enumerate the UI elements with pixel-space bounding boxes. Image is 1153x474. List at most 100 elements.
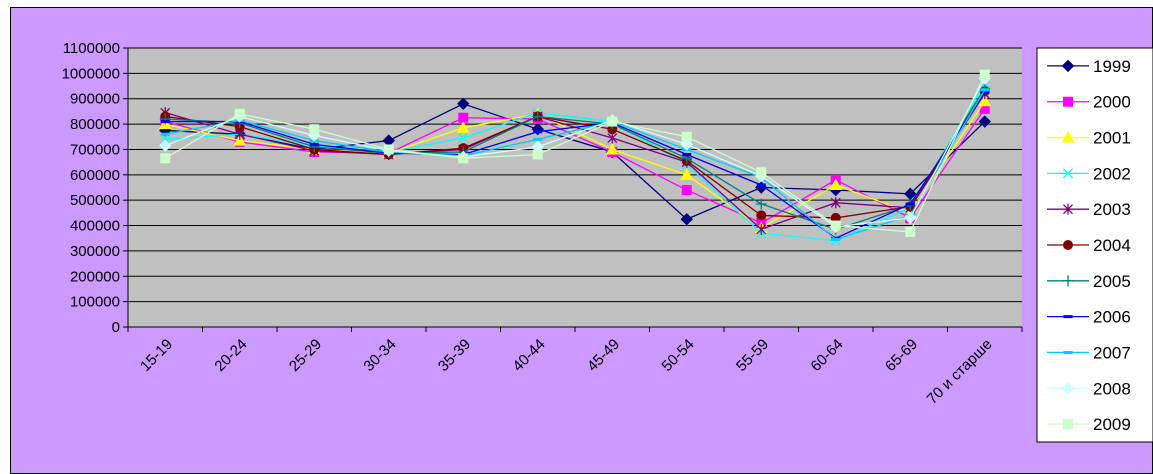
x-tick-label: 30-34 [360,336,399,375]
y-tick-label: 600000 [70,167,120,184]
data-point [456,121,470,133]
legend-item: 2002 [1047,164,1131,183]
legend-label: 1999 [1093,57,1131,76]
legend-marker [1063,168,1073,179]
data-point [458,133,469,144]
x-tick-label: 15-19 [137,336,176,375]
data-point [831,237,841,241]
data-point [160,153,171,164]
data-point [458,112,469,123]
x-tick-label: 60-64 [807,336,846,375]
legend-marker [1063,96,1073,107]
data-point [607,132,618,144]
legend-item: 2004 [1047,236,1131,255]
data-point [905,202,915,206]
data-point [457,97,470,111]
legend-label: 2008 [1093,379,1131,398]
legend-label: 2007 [1093,343,1131,362]
legend-label: 2004 [1093,236,1131,255]
data-point [682,153,692,157]
legend-item: 1999 [1047,57,1131,76]
data-point [458,153,469,164]
legend-label: 2005 [1093,272,1131,291]
data-point [978,94,992,107]
data-point [233,134,247,146]
data-point [160,134,171,145]
x-tick-label: 45-49 [584,336,623,375]
x-tick-label: 55-59 [733,336,772,375]
data-point [756,167,767,178]
legend-item: 2007 [1047,343,1131,362]
legend-marker [1061,382,1075,395]
data-point [383,144,394,155]
data-point [680,168,694,180]
y-tick-label: 100000 [70,294,120,311]
data-point [756,223,767,235]
legend-marker [1063,419,1073,430]
legend-label: 2000 [1093,93,1131,112]
x-tick-label: 40-44 [509,336,548,375]
data-point [605,142,619,155]
legend-item: 2000 [1047,93,1131,112]
legend-marker [1063,203,1073,215]
legend-label: 2006 [1093,308,1131,327]
data-point [532,110,544,122]
data-point [160,120,170,124]
y-tick-label: 800000 [70,116,120,133]
data-point [159,139,172,152]
legend-marker [1061,59,1075,73]
legend-marker [1062,275,1074,287]
data-point [756,183,766,187]
data-point [607,116,618,127]
x-tick-label: 35-39 [435,336,474,375]
series-line [164,74,986,233]
x-tick-label: 50-54 [658,336,697,375]
data-point [830,220,841,231]
y-tick-label: 400000 [70,218,120,235]
legend-item: 2006 [1047,308,1131,327]
x-tick-label: 65-69 [882,336,921,375]
series-line [165,89,986,241]
legend-item: 2005 [1047,272,1131,291]
data-point [755,198,767,210]
data-point [829,178,843,190]
y-tick-label: 1000000 [62,65,120,82]
data-point [681,185,692,196]
data-point [980,90,990,94]
x-tick-label: 25-29 [286,336,325,375]
data-point [309,124,320,135]
data-point [309,142,319,146]
y-tick-label: 700000 [70,141,120,158]
y-tick-label: 900000 [70,91,120,108]
series-line [165,103,986,220]
x-tick-label: 20-24 [211,336,250,375]
y-tick-label: 300000 [70,243,120,260]
legend-item: 2003 [1047,200,1131,219]
data-point [978,115,991,128]
legend-item: 2008 [1047,379,1131,398]
series-line [165,108,986,224]
legend-marker [1063,240,1073,250]
legend-item: 2001 [1047,129,1131,148]
y-tick-label: 0 [112,319,120,336]
data-point [904,187,917,201]
legend-label: 2002 [1093,164,1131,183]
legend-item: 2009 [1047,415,1131,434]
y-tick-label: 500000 [70,192,120,209]
data-point [533,137,543,141]
x-tick-label: 70 и старше [924,336,996,408]
legend-label: 2001 [1093,129,1131,148]
series-line [165,90,986,219]
legend-label: 2003 [1093,200,1131,219]
data-point [680,212,693,226]
y-tick-label: 1100000 [63,40,120,57]
series-line [165,92,986,239]
data-point [234,108,245,119]
data-point [904,211,917,225]
data-point [905,226,916,237]
data-point [980,88,990,92]
legend-label: 2009 [1093,415,1131,434]
legend-marker [1061,131,1075,143]
legend-marker [1063,350,1073,354]
y-tick-label: 200000 [70,268,120,285]
